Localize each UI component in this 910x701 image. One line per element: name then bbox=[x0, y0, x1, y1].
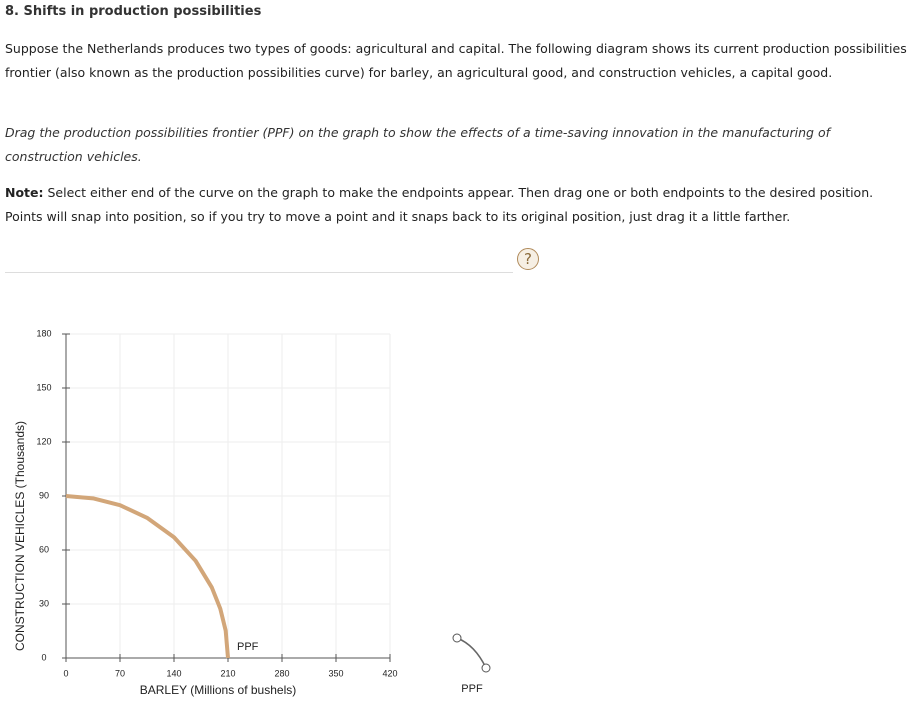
x-axis-label: BARLEY (Millions of bushels) bbox=[140, 683, 297, 697]
intro-text: Suppose the Netherlands produces two typ… bbox=[5, 41, 907, 80]
y-tick-label: 150 bbox=[36, 382, 51, 392]
x-tick-label: 280 bbox=[274, 668, 289, 678]
x-tick-label: 70 bbox=[115, 668, 125, 678]
x-tick-label: 210 bbox=[220, 668, 235, 678]
instruction-text: Drag the production possibilities fronti… bbox=[5, 125, 830, 164]
series-label: PPF bbox=[237, 641, 259, 653]
ppf-tool-label[interactable]: PPF bbox=[461, 683, 483, 695]
y-tick-label: 90 bbox=[39, 490, 49, 500]
y-tick-label: 0 bbox=[41, 652, 46, 662]
divider bbox=[5, 272, 513, 273]
ppf-tool-endpoint[interactable] bbox=[452, 633, 462, 643]
chart: PPF 0 70 140 210 280 350 420 0 30 60 90 120 150 180 BA… bbox=[13, 328, 491, 697]
x-tick-label: 140 bbox=[166, 668, 181, 678]
y-axis-label: CONSTRUCTION VEHICLES (Thousands) bbox=[13, 421, 27, 651]
y-tick-label: 60 bbox=[39, 544, 49, 554]
note-label: Note: bbox=[5, 185, 44, 200]
question-title: 8. Shifts in production possibilities bbox=[5, 4, 262, 19]
x-tick-label: 0 bbox=[63, 668, 68, 678]
y-tick-label: 120 bbox=[36, 436, 51, 446]
note: Note: Select either end of the curve on … bbox=[5, 181, 907, 229]
note-text: Select either end of the curve on the gr… bbox=[5, 185, 874, 224]
help-button[interactable]: ? bbox=[517, 248, 539, 270]
ppf-curve bbox=[65, 494, 230, 659]
y-tick-label: 180 bbox=[36, 328, 51, 338]
x-tick-label: 350 bbox=[328, 668, 343, 678]
y-tick-label: 30 bbox=[39, 598, 49, 608]
ppf-tool-icon[interactable] bbox=[456, 637, 487, 669]
ppf-tool-endpoint[interactable] bbox=[481, 663, 491, 673]
x-tick-label: 420 bbox=[382, 668, 397, 678]
